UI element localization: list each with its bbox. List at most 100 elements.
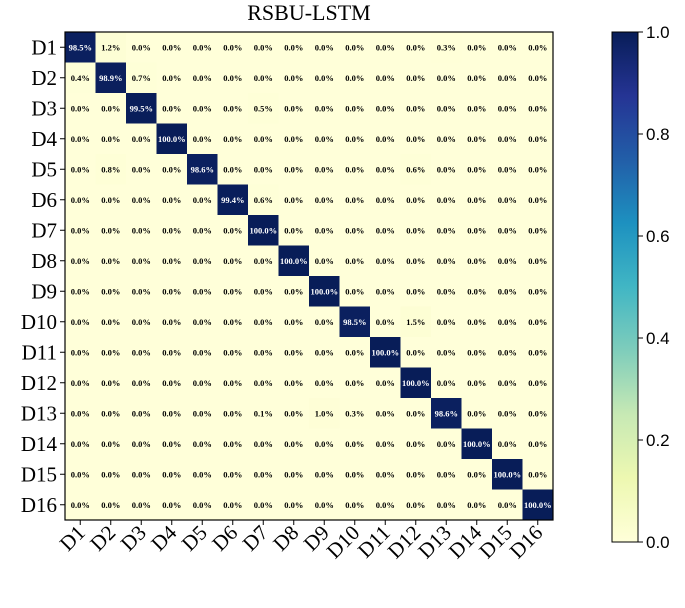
cell-value-label: 0.0%: [315, 73, 334, 83]
cell-value-label: 0.0%: [193, 347, 212, 357]
cell-value-label: 0.0%: [162, 164, 181, 174]
cell-value-label: 0.6%: [406, 164, 425, 174]
cell-value-label: 0.0%: [528, 103, 547, 113]
heatmap-cell: [492, 459, 523, 490]
cell-value-label: 0.0%: [71, 286, 90, 296]
heatmap-cell: [217, 93, 249, 124]
chart-title: RSBU-LSTM: [247, 0, 370, 25]
heatmap-cell: [217, 489, 249, 521]
cell-value-label: 0.0%: [132, 256, 151, 266]
cell-value-label: 0.0%: [101, 225, 120, 235]
heatmap-cell: [309, 215, 340, 246]
heatmap-cell: [156, 62, 188, 94]
heatmap-cell: [431, 489, 462, 521]
cell-value-label: 0.0%: [376, 256, 395, 266]
cell-value-label: 0.0%: [528, 134, 547, 144]
cell-value-label: 0.0%: [528, 164, 547, 174]
cell-value-label: 0.0%: [376, 42, 395, 52]
cell-value-label: 0.0%: [254, 317, 273, 327]
heatmap-cell: [278, 123, 310, 155]
heatmap-cell: [492, 428, 523, 460]
cell-value-label: 0.0%: [71, 347, 90, 357]
cell-value-label: 0.0%: [223, 469, 242, 479]
cell-value-label: 98.6%: [191, 164, 214, 174]
cell-value-label: 0.0%: [223, 73, 242, 83]
heatmap-cell: [431, 215, 462, 246]
cell-value-label: 0.0%: [345, 73, 364, 83]
heatmap-cell: [400, 154, 432, 185]
cell-value-label: 0.0%: [132, 317, 151, 327]
cell-value-label: 0.0%: [376, 439, 395, 449]
cell-value-label: 0.0%: [376, 378, 395, 388]
heatmap-cell: [248, 306, 279, 338]
cell-value-label: 0.0%: [376, 134, 395, 144]
heatmap-cell: [187, 276, 218, 307]
cell-value-label: 0.0%: [284, 500, 303, 510]
cell-value-label: 0.0%: [376, 73, 395, 83]
cell-value-label: 0.0%: [223, 500, 242, 510]
heatmap-cell: [400, 32, 432, 63]
cell-value-label: 0.0%: [101, 317, 120, 327]
heatmap-cell: [522, 184, 554, 216]
heatmap-cell: [522, 215, 554, 246]
heatmap-cell: [492, 62, 523, 94]
heatmap-cell: [309, 32, 340, 63]
heatmap-cell: [370, 245, 401, 277]
cell-value-label: 0.0%: [284, 103, 303, 113]
heatmap-cell: [461, 154, 493, 185]
heatmap-cell: [156, 367, 188, 399]
heatmap-cell: [431, 428, 462, 460]
cell-value-label: 0.0%: [101, 439, 120, 449]
cell-value-label: 0.0%: [71, 378, 90, 388]
cell-value-label: 0.0%: [101, 378, 120, 388]
heatmap-cell: [461, 123, 493, 155]
heatmap-cell: [309, 276, 340, 307]
heatmap-cell: [95, 489, 127, 521]
heatmap-cell: [309, 428, 340, 460]
heatmap-cell: [278, 62, 310, 94]
cell-value-label: 100.0%: [371, 347, 399, 357]
cell-value-label: 100.0%: [158, 134, 186, 144]
cell-value-label: 0.0%: [71, 469, 90, 479]
heatmap-cell: [339, 93, 371, 124]
cell-value-label: 0.0%: [254, 73, 273, 83]
heatmap-cell: [522, 123, 554, 155]
cell-value-label: 0.0%: [193, 42, 212, 52]
heatmap-cell: [309, 459, 340, 490]
heatmap-cell: [156, 184, 188, 216]
cell-value-label: 0.0%: [162, 378, 181, 388]
heatmap-cell: [522, 154, 554, 185]
cell-value-label: 0.0%: [315, 439, 334, 449]
heatmap-cell: [522, 62, 554, 94]
heatmap-cell: [370, 367, 401, 399]
heatmap-cell: [126, 32, 157, 63]
heatmap-cell: [126, 459, 157, 490]
y-tick-label: D2: [31, 66, 57, 90]
heatmap-cell: [309, 184, 340, 216]
heatmap-cell: [65, 93, 96, 124]
heatmap-cell: [187, 306, 218, 338]
colorbar: [611, 31, 639, 543]
cell-value-label: 0.0%: [101, 134, 120, 144]
heatmap-cell: [126, 367, 157, 399]
heatmap-cell: [65, 459, 96, 490]
cell-value-label: 0.0%: [498, 408, 517, 418]
heatmap-cell: [492, 154, 523, 185]
cell-value-label: 0.0%: [437, 347, 456, 357]
heatmap-cell-labels: 98.5% 1.2% 0.0% 0.0% 0.0% 0.0% 0.0% 0.0% 0.0% 0.0…: [69, 42, 552, 510]
cell-value-label: 0.0%: [345, 134, 364, 144]
heatmap-cell: [217, 32, 249, 63]
heatmap-cell: [248, 276, 279, 307]
cell-value-label: 0.0%: [223, 286, 242, 296]
cell-value-label: 0.0%: [467, 42, 486, 52]
heatmap-cell: [522, 337, 554, 368]
cell-value-label: 100.0%: [493, 469, 521, 479]
cell-value-label: 0.0%: [132, 195, 151, 205]
heatmap-cell: [400, 306, 432, 338]
cell-value-label: 0.0%: [193, 317, 212, 327]
heatmap-cell: [187, 32, 218, 63]
heatmap-cell: [156, 215, 188, 246]
colorbar-tick-label: 1.0: [646, 23, 670, 42]
heatmap-cell: [95, 367, 127, 399]
